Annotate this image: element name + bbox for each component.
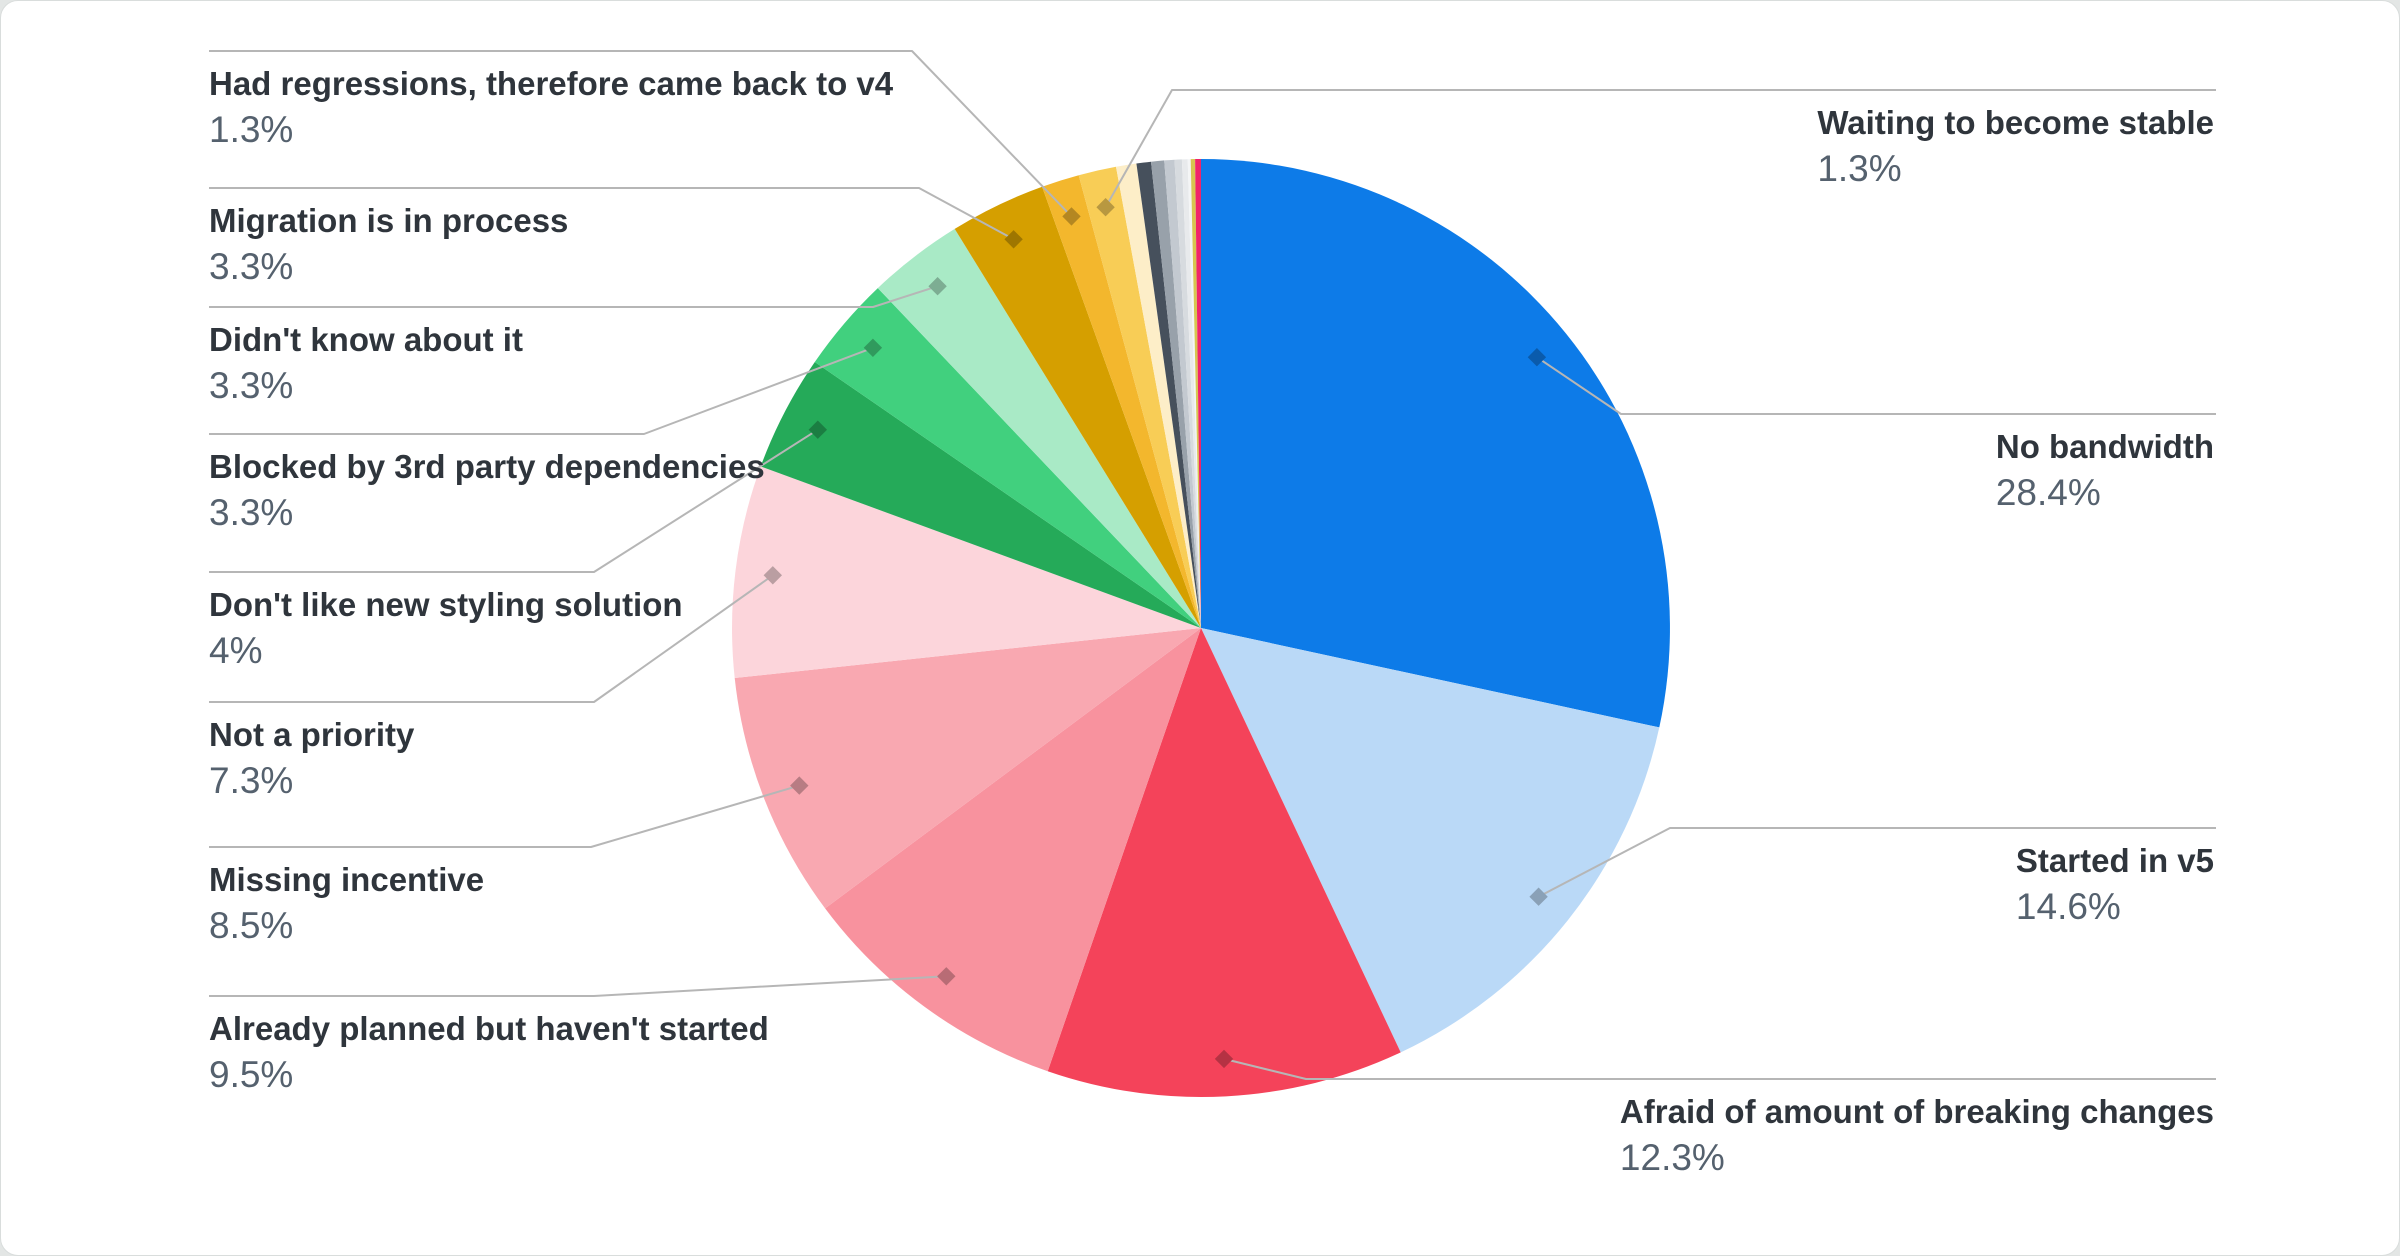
leader-dot [1062, 207, 1081, 226]
pie-slice[interactable] [825, 628, 1201, 1072]
slice-label-percent: 4% [209, 630, 263, 671]
leader-line [1536, 356, 2216, 415]
leader-dot [1529, 887, 1548, 906]
leader-line [1104, 89, 2216, 208]
slice-label-percent: 3.3% [209, 365, 294, 406]
pie-slice[interactable] [1151, 160, 1201, 628]
leader-dot [1004, 230, 1023, 249]
slice-label-title: Don't like new styling solution [209, 586, 683, 623]
leader-dot [790, 776, 809, 795]
slice-label: Migration is in process 3.3% [209, 198, 568, 290]
slice-label-title: Blocked by 3rd party dependencies [209, 448, 765, 485]
slice-label: Had regressions, therefore came back to … [209, 61, 893, 153]
slice-label-percent: 7.3% [209, 760, 294, 801]
pie-slice[interactable] [1078, 166, 1201, 629]
slice-label: Already planned but haven't started 9.5% [209, 1006, 769, 1098]
leader-dot [863, 338, 883, 357]
slice-label-percent: 3.3% [209, 492, 294, 533]
slice-label-title: No bandwidth [1995, 428, 2214, 465]
leader-line [209, 285, 938, 308]
pie-slice[interactable] [1047, 628, 1401, 1097]
pie-slice[interactable] [814, 288, 1201, 628]
leader-dot [1096, 198, 1115, 217]
leader-dot [937, 967, 956, 986]
slice-label: Waiting to become stable 1.3% [1817, 100, 2214, 192]
slice-label-title: Had regressions, therefore came back to … [209, 65, 894, 102]
slice-label-title: Migration is in process [209, 202, 569, 239]
slice-label-percent: 8.5% [209, 905, 294, 946]
leader-line [209, 346, 874, 435]
pie-slice[interactable] [1195, 158, 1201, 628]
slice-label: Afraid of amount of breaking changes 12.3… [1620, 1089, 2214, 1181]
pie-slice[interactable] [1174, 159, 1202, 628]
leader-dot [763, 566, 782, 585]
pie-slice[interactable] [1116, 163, 1201, 629]
slice-label-percent: 1.3% [1817, 148, 1902, 189]
pie-slice[interactable] [1190, 159, 1201, 628]
pie-slice[interactable] [954, 186, 1201, 628]
pie-slice[interactable] [1136, 161, 1201, 628]
pie-slice[interactable] [1201, 159, 1670, 728]
slice-label: Started in v5 14.6% [2016, 838, 2214, 930]
pie-slice[interactable] [1042, 175, 1201, 628]
slice-label: Didn't know about it 3.3% [209, 317, 523, 409]
slice-label-percent: 9.5% [209, 1054, 294, 1095]
leader-line [209, 975, 947, 997]
slice-label: Don't like new styling solution 4% [209, 582, 683, 674]
slice-label: Not a priority 7.3% [209, 712, 414, 804]
leader-line [209, 187, 1015, 241]
slice-label-percent: 3.3% [209, 246, 294, 287]
leader-line [1538, 827, 2216, 898]
leader-dot [928, 277, 947, 296]
pie-slice[interactable] [1164, 159, 1201, 628]
leader-line [209, 50, 1073, 218]
pie-slice[interactable] [1201, 628, 1660, 1053]
leader-dot [1527, 348, 1547, 367]
pie-slice[interactable] [734, 628, 1201, 909]
slice-label-title: Waiting to become stable [1817, 104, 2214, 141]
pie-slice[interactable] [732, 466, 1201, 678]
slice-label-percent: 28.4% [1995, 472, 2101, 513]
pie-slice[interactable] [1187, 159, 1201, 628]
leader-line [209, 428, 819, 573]
slice-label-title: Not a priority [209, 716, 415, 753]
slice-label-title: Started in v5 [2015, 842, 2214, 879]
slice-label-percent: 12.3% [1619, 1137, 1725, 1178]
leader-dot [808, 420, 827, 439]
pie-slice[interactable] [1181, 159, 1201, 628]
slice-label-title: Missing incentive [209, 861, 485, 898]
slice-label: Missing incentive 8.5% [209, 857, 484, 949]
pie-slice[interactable] [877, 228, 1201, 628]
slice-label-title: Afraid of amount of breaking changes [1619, 1093, 2214, 1130]
slice-label-title: Already planned but haven't started [209, 1010, 769, 1047]
slice-label-percent: 14.6% [2015, 886, 2121, 927]
leader-dot [1214, 1049, 1234, 1069]
leader-line [1223, 1057, 2216, 1080]
slice-label: Blocked by 3rd party dependencies 3.3% [209, 444, 765, 536]
slice-label-percent: 1.3% [209, 109, 294, 150]
leader-line [209, 574, 774, 703]
slice-label: No bandwidth 28.4% [1996, 424, 2214, 516]
leader-line [209, 784, 800, 848]
slice-label-title: Didn't know about it [209, 321, 523, 358]
pie-slice[interactable] [760, 362, 1201, 628]
